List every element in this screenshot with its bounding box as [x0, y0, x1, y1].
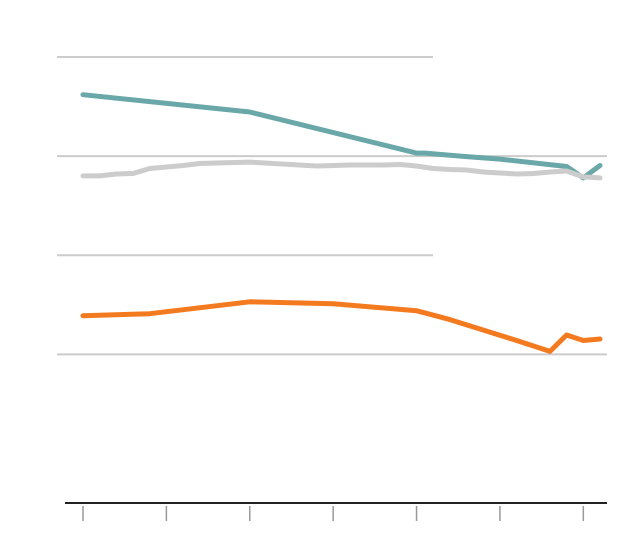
series-line-1	[80, 159, 603, 181]
series-line-2	[80, 299, 603, 354]
gridlines	[57, 56, 607, 356]
x-axis	[65, 502, 607, 521]
series-lines	[80, 92, 603, 354]
